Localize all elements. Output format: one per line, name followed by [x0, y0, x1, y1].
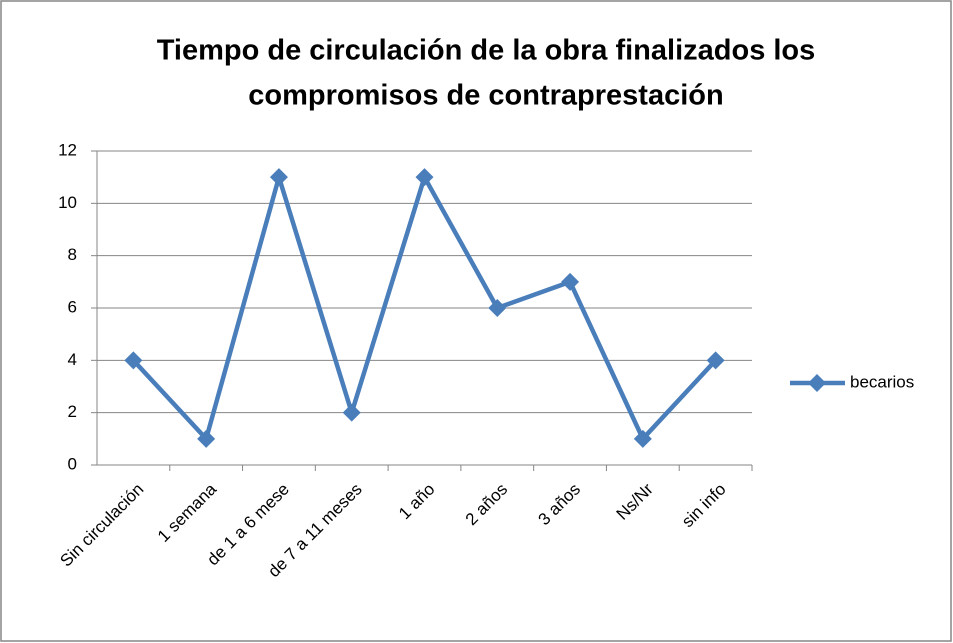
- point: [342, 403, 361, 422]
- point: [633, 429, 652, 448]
- y-tick-label: 8: [68, 245, 77, 264]
- point: [124, 351, 143, 370]
- chart-title: Tiempo de circulación de la obra finaliz…: [157, 35, 816, 67]
- point: [488, 299, 507, 317]
- y-tick-label: 6: [68, 297, 77, 316]
- point: [269, 168, 288, 187]
- point: [415, 168, 434, 187]
- y-tick-label: 4: [68, 350, 77, 369]
- y-tick-label: 12: [58, 140, 77, 159]
- point: [197, 429, 216, 448]
- point: [706, 351, 725, 370]
- chart-title: compromisos de contraprestación: [248, 80, 723, 112]
- point: [561, 272, 580, 291]
- y-tick-label: 10: [58, 193, 77, 212]
- legend-label: becarios: [850, 372, 914, 391]
- y-tick-label: 0: [68, 454, 77, 473]
- legend-marker: [808, 374, 826, 392]
- y-tick-label: 2: [68, 402, 77, 421]
